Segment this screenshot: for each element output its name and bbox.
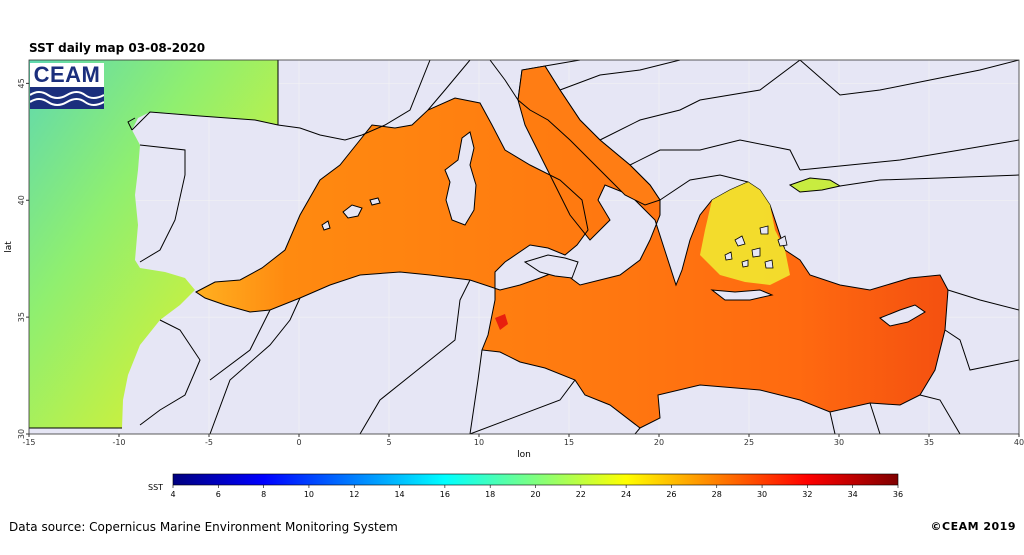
island-corsica-sardinia [444, 131, 477, 226]
y-tick-label: 45 [17, 78, 26, 88]
x-axis: -15 -10 -5 0 5 10 15 20 25 30 35 40 [22, 434, 1024, 447]
colorbar-tick-label: 12 [349, 490, 359, 499]
colorbar-tick-label: 20 [530, 490, 540, 499]
atlantic-ocean [29, 60, 278, 428]
island-ibiza [321, 220, 331, 231]
colorbar-tick-label: 22 [576, 490, 586, 499]
colorbar-tick-label: 8 [261, 490, 266, 499]
x-tick-label: 40 [1014, 438, 1024, 447]
island-menorca [369, 197, 381, 206]
copyright-note: ©CEAM 2019 [930, 520, 1016, 533]
colorbar-tick-label: 32 [802, 490, 812, 499]
island-cyprus [879, 304, 926, 327]
x-tick-label: -10 [112, 438, 125, 447]
colorbar-gradient [172, 473, 899, 486]
x-axis-title: lon [517, 450, 531, 460]
aegean-sea-cool [700, 182, 790, 285]
x-tick-label: 5 [386, 438, 391, 447]
colorbar-tick-label: 10 [304, 490, 314, 499]
colorbar-tick-label: 6 [216, 490, 221, 499]
country-borders [29, 60, 1019, 434]
y-axis: 30 35 40 45 [17, 78, 29, 439]
island-crete [710, 289, 774, 301]
x-tick-label: 10 [474, 438, 484, 447]
y-tick-label: 35 [17, 312, 26, 322]
y-tick-label: 30 [17, 429, 26, 439]
colorbar-ticks: 4 6 8 10 12 14 16 18 20 22 24 26 28 30 32 34 36 [170, 485, 903, 499]
map-title: SST daily map 03-08-2020 [29, 41, 206, 55]
colorbar-tick-label: 30 [757, 490, 767, 499]
colorbar-tick-label: 26 [666, 490, 676, 499]
y-tick-label: 40 [17, 195, 26, 205]
logo-waves-icon [30, 87, 104, 109]
colorbar-tick-label: 36 [893, 490, 903, 499]
colorbar-tick-label: 18 [485, 490, 495, 499]
gulf-gabes-hotspot [495, 314, 508, 330]
ceam-logo-text: CEAM [33, 62, 101, 87]
colorbar-tick-label: 24 [621, 490, 631, 499]
colorbar-tick-label: 28 [712, 490, 722, 499]
x-tick-label: 25 [744, 438, 754, 447]
data-source-note: Data source: Copernicus Marine Environme… [9, 520, 398, 534]
plot-frame [28, 59, 1020, 435]
x-tick-label: 20 [654, 438, 664, 447]
island-mallorca [342, 204, 363, 219]
island-sicily [523, 254, 579, 279]
aegean-islands [724, 225, 788, 269]
colorbar-tick-label: 34 [848, 490, 858, 499]
ceam-logo: CEAM [30, 63, 104, 109]
x-tick-label: 35 [924, 438, 934, 447]
colorbar-label: SST [148, 483, 163, 492]
x-tick-label: 0 [296, 438, 301, 447]
coastline-biscay [127, 117, 136, 131]
mediterranean-sea [195, 65, 949, 429]
x-tick-label: 15 [564, 438, 574, 447]
colorbar-tick-label: 16 [440, 490, 450, 499]
x-tick-label: -15 [22, 438, 35, 447]
colorbar-tick-label: 4 [170, 490, 175, 499]
colorbar-tick-label: 14 [394, 490, 404, 499]
x-tick-label: -5 [205, 438, 213, 447]
y-axis-title: lat [4, 241, 14, 253]
x-tick-label: 30 [834, 438, 844, 447]
